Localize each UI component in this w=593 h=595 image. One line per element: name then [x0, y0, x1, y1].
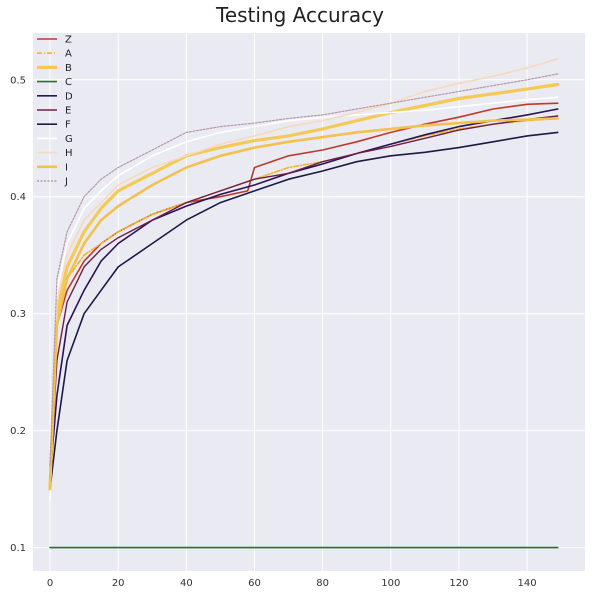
x-tick-label: 60: [248, 578, 261, 589]
x-tick-label: 100: [381, 578, 400, 589]
x-tick-label: 120: [449, 578, 468, 589]
y-tick-label: 0.3: [10, 309, 26, 320]
y-tick-label: 0.1: [10, 543, 26, 554]
legend-label-d: D: [65, 91, 73, 102]
legend-label-g: G: [65, 134, 73, 145]
series-line-z: [49, 102, 559, 479]
legend-label-c: C: [65, 77, 72, 88]
series-line-f: [49, 131, 559, 490]
legend-label-b: B: [65, 63, 72, 74]
series-line-e: [49, 115, 559, 479]
x-tick-label: 40: [180, 578, 193, 589]
chart-title: Testing Accuracy: [215, 3, 384, 27]
series-layer: [48, 57, 560, 549]
y-tick-label: 0.5: [10, 75, 26, 86]
x-tick-label: 0: [47, 578, 53, 589]
legend-label-f: F: [65, 120, 71, 131]
series-line-b: [48, 82, 560, 491]
y-axis-ticks: 0.1 0.2 0.3 0.4 0.5: [10, 75, 26, 554]
x-tick-label: 80: [316, 578, 329, 589]
series-line-g: [49, 96, 559, 502]
legend-label-a: A: [65, 49, 72, 60]
x-tick-label: 140: [518, 578, 537, 589]
x-tick-label: 20: [112, 578, 125, 589]
y-tick-label: 0.2: [10, 426, 26, 437]
series-line-j: [49, 73, 559, 467]
plot-area: [33, 33, 585, 571]
series-line-i: [48, 117, 560, 491]
legend-label-h: H: [65, 148, 73, 159]
series-line-h: [49, 57, 559, 479]
legend-label-e: E: [65, 106, 71, 117]
legend-label-i: I: [65, 162, 68, 173]
x-axis-ticks: 0 20 40 60 80 100 120 140: [47, 578, 537, 589]
legend-label-j: J: [64, 177, 68, 188]
y-tick-label: 0.4: [10, 192, 26, 203]
legend-label-z: Z: [65, 35, 72, 46]
series-line-d: [49, 108, 559, 479]
